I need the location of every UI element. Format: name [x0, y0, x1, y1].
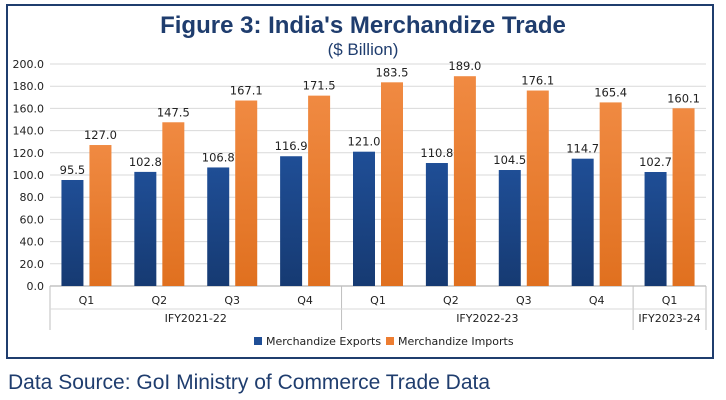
data-label: 167.1 [230, 84, 263, 98]
export-bar [571, 158, 594, 286]
data-label: 189.0 [448, 59, 481, 73]
import-bar [453, 76, 476, 287]
legend-label: Merchandize Exports [266, 335, 381, 348]
y-tick-label: 120.0 [13, 147, 45, 160]
import-bar [89, 145, 112, 286]
export-bar [61, 179, 84, 286]
y-tick-label: 200.0 [13, 58, 45, 71]
data-label: 171.5 [303, 79, 336, 93]
import-bar [381, 82, 403, 286]
x-tick-label: Q2 [151, 294, 167, 307]
import-bar [599, 102, 622, 286]
y-tick-label: 80.0 [20, 191, 45, 204]
export-bar [425, 163, 448, 286]
legend-label: Merchandize Imports [398, 335, 514, 348]
export-bar [498, 170, 521, 286]
export-bar [280, 156, 303, 286]
x-tick-label: Q4 [589, 294, 605, 307]
group-label: IFY2021-22 [165, 312, 227, 325]
export-bar [134, 171, 157, 286]
x-tick-label: Q2 [443, 294, 459, 307]
x-tick-label: Q4 [297, 294, 313, 307]
import-bar [526, 90, 549, 287]
data-label: 95.5 [60, 163, 86, 177]
data-label: 116.9 [275, 139, 308, 153]
data-source-note: Data Source: GoI Ministry of Commerce Tr… [8, 371, 491, 394]
legend-swatch-exports [254, 337, 262, 345]
group-label: IFY2023-24 [638, 312, 700, 325]
data-label: 121.0 [348, 135, 381, 149]
y-tick-label: 0.0 [27, 280, 45, 293]
data-label: 127.0 [84, 128, 117, 142]
data-label: 106.8 [202, 150, 235, 164]
y-tick-label: 140.0 [13, 125, 45, 138]
data-label: 183.5 [376, 65, 409, 79]
export-bar [644, 172, 667, 286]
import-bar [162, 122, 185, 287]
y-tick-label: 40.0 [20, 236, 45, 249]
y-tick-label: 180.0 [13, 80, 45, 93]
y-tick-label: 160.0 [13, 102, 45, 115]
data-label: 160.1 [667, 91, 700, 105]
data-label: 176.1 [521, 74, 554, 88]
export-bar [353, 151, 375, 286]
group-label: IFY2022-23 [456, 312, 518, 325]
x-tick-label: Q3 [224, 294, 240, 307]
data-label: 114.7 [566, 142, 599, 156]
import-bar [308, 95, 331, 286]
bar-chart: 0.0 20.0 40.0 60.0 80.0 100.0 120.0 140.0 160.0 1… [13, 58, 707, 348]
chart-subtitle: ($ Billion) [327, 40, 399, 59]
data-label: 104.5 [493, 153, 526, 167]
x-tick-label: Q1 [79, 294, 95, 307]
y-tick-label: 20.0 [20, 258, 45, 271]
data-label: 102.7 [639, 155, 672, 169]
x-tick-label: Q1 [370, 294, 386, 307]
y-tick-label: 60.0 [20, 213, 45, 226]
y-tick-label: 100.0 [13, 169, 45, 182]
legend-swatch-imports [386, 337, 394, 345]
export-bar [207, 167, 230, 286]
chart-title: Figure 3: India's Merchandize Trade [160, 12, 566, 39]
x-tick-label: Q3 [516, 294, 532, 307]
data-label: 110.8 [420, 146, 453, 160]
data-label: 165.4 [594, 85, 627, 99]
import-bar [672, 108, 695, 286]
x-tick-label: Q1 [662, 294, 678, 307]
data-label: 147.5 [157, 105, 190, 119]
data-label: 102.8 [129, 155, 162, 169]
import-bar [235, 100, 258, 286]
